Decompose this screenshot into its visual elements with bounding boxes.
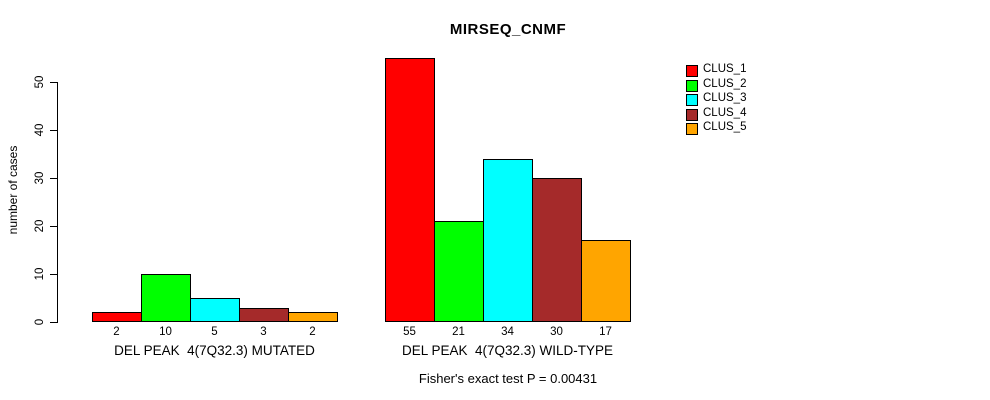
x-group-label-wild-type: DEL PEAK 4(7Q32.3) WILD-TYPE (401, 343, 614, 358)
bar (92, 312, 142, 322)
bar-value-label: 30 (550, 326, 563, 338)
y-tick-label: 50 (34, 75, 46, 89)
bar (141, 274, 191, 322)
x-group-label-mutated: DEL PEAK 4(7Q32.3) MUTATED (114, 343, 315, 358)
legend-label: CLUS_5 (703, 121, 747, 134)
y-tick-label: 10 (34, 267, 46, 281)
bar-value-label: 5 (211, 326, 218, 338)
y-tick (50, 178, 57, 179)
y-tick (50, 82, 57, 83)
y-tick (50, 274, 57, 275)
y-tick (50, 322, 57, 323)
bar-value-label: 17 (599, 326, 612, 338)
fisher-test-annotation: Fisher's exact test P = 0.00431 (418, 371, 598, 386)
legend-swatch (686, 108, 698, 121)
legend-swatch (686, 94, 698, 107)
legend-swatch (686, 79, 698, 92)
bar (288, 312, 338, 322)
legend-label: CLUS_1 (703, 63, 747, 75)
chart-title: MIRSEQ_CNMF (449, 21, 567, 38)
bar (239, 308, 289, 322)
y-tick (50, 226, 57, 227)
y-tick-label: 40 (34, 123, 46, 137)
bar (190, 298, 240, 322)
bar-value-label: 21 (452, 326, 465, 338)
bar-value-label: 2 (309, 326, 316, 338)
bar-value-label: 10 (159, 326, 172, 338)
bar (532, 178, 582, 322)
bar-value-label: 34 (501, 326, 514, 338)
legend-label: CLUS_3 (703, 92, 747, 105)
bar (385, 58, 435, 322)
bar (434, 221, 484, 322)
y-tick (50, 130, 57, 131)
legend-label: CLUS_4 (703, 106, 747, 119)
legend-swatch (686, 123, 698, 136)
bar-value-label: 55 (403, 326, 416, 338)
y-tick-label: 0 (34, 318, 46, 326)
bar-value-label: 3 (260, 326, 267, 338)
y-tick-label: 30 (34, 171, 46, 185)
bar (581, 240, 631, 322)
legend-label: CLUS_2 (703, 77, 747, 90)
y-axis-line (57, 82, 58, 323)
bar-value-label: 2 (113, 326, 120, 338)
bar (483, 159, 533, 322)
legend-swatch (686, 65, 698, 77)
y-tick-label: 20 (34, 219, 46, 233)
